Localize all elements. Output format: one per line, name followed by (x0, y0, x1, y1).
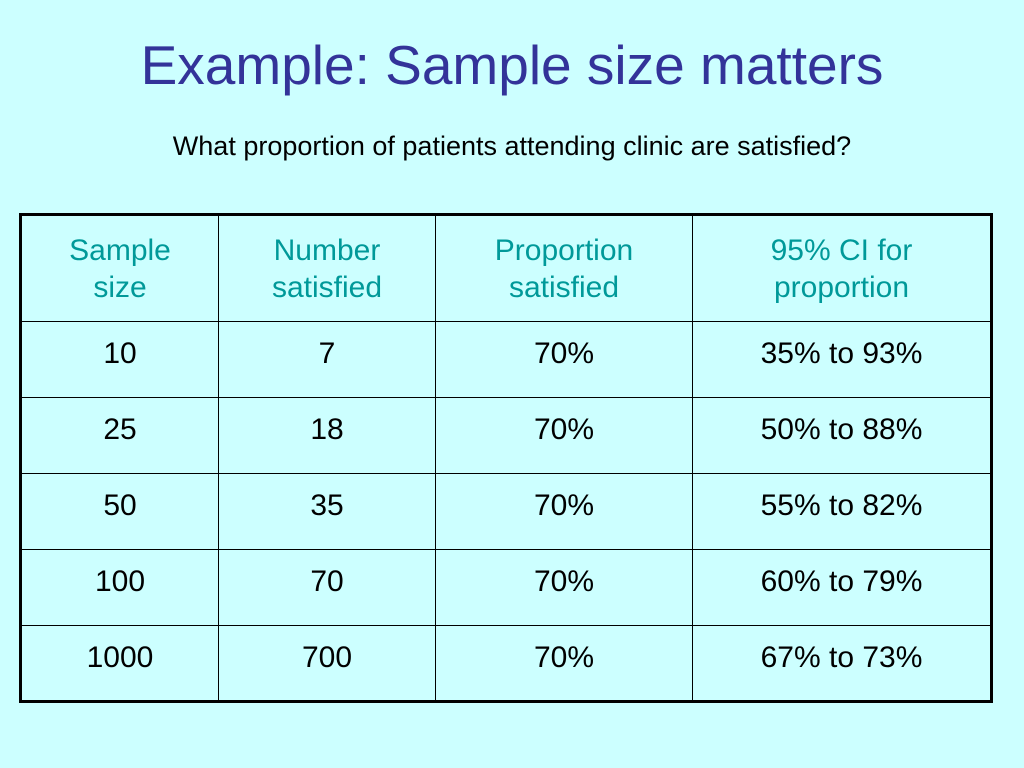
header-line: proportion (773, 270, 910, 304)
table-row: 1000 700 70% 67% to 73% (20, 625, 992, 702)
cell-ci: 35% to 93% (692, 321, 992, 398)
header-row: Sample size Number satisfied Proportion … (20, 214, 992, 322)
cell-sample-size: 10 (20, 321, 219, 398)
table-row: 100 70 70% 60% to 79% (20, 549, 992, 626)
header-proportion-satisfied: Proportion satisfied (435, 214, 693, 322)
header-line: satisfied (508, 270, 620, 304)
cell-number-satisfied: 700 (218, 625, 436, 702)
cell-proportion: 70% (435, 397, 693, 474)
cell-ci: 60% to 79% (692, 549, 992, 626)
cell-number-satisfied: 70 (218, 549, 436, 626)
cell-number-satisfied: 35 (218, 473, 436, 550)
cell-sample-size: 25 (20, 397, 219, 474)
cell-proportion: 70% (435, 625, 693, 702)
slide-title: Example: Sample size matters (140, 34, 884, 96)
header-line: satisfied (271, 270, 383, 304)
cell-ci: 50% to 88% (692, 397, 992, 474)
cell-sample-size: 1000 (20, 625, 219, 702)
header-sample-size: Sample size (20, 214, 219, 322)
header-ci: 95% CI for proportion (692, 214, 992, 322)
cell-sample-size: 100 (20, 549, 219, 626)
table-row: 50 35 70% 55% to 82% (20, 473, 992, 550)
cell-sample-size: 50 (20, 473, 219, 550)
header-number-satisfied: Number satisfied (218, 214, 436, 322)
cell-ci: 67% to 73% (692, 625, 992, 702)
cell-proportion: 70% (435, 473, 693, 550)
cell-proportion: 70% (435, 321, 693, 398)
header-line: Sample (69, 233, 171, 267)
data-table: Sample size Number satisfied Proportion … (19, 213, 993, 703)
cell-ci: 55% to 82% (692, 473, 992, 550)
table-row: 25 18 70% 50% to 88% (20, 397, 992, 474)
header-line: 95% CI for (770, 233, 913, 267)
table-row: 10 7 70% 35% to 93% (20, 321, 992, 398)
cell-number-satisfied: 18 (218, 397, 436, 474)
cell-proportion: 70% (435, 549, 693, 626)
cell-number-satisfied: 7 (218, 321, 436, 398)
table-body: 10 7 70% 35% to 93% 25 18 70% 50% to 88%… (20, 321, 992, 702)
slide-subtitle: What proportion of patients attending cl… (172, 131, 852, 161)
header-line: Proportion (494, 233, 634, 267)
header-line: size (93, 270, 147, 304)
table-header: Sample size Number satisfied Proportion … (20, 214, 992, 322)
header-line: Number (273, 233, 381, 267)
